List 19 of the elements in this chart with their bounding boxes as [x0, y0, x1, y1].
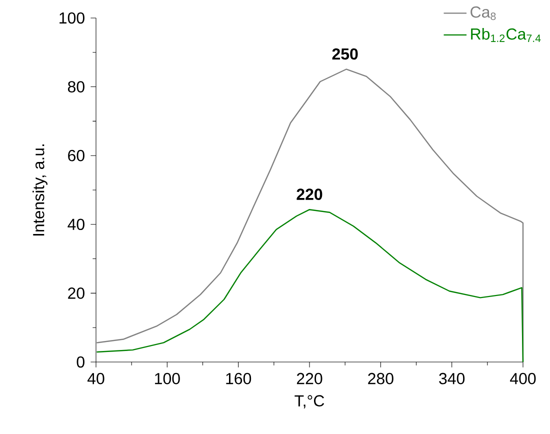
- y-tick-label: 80: [68, 81, 84, 92]
- legend-label: Rb$_{1.2}$Ca$_{7.4}$: [471, 28, 541, 42]
- x-axis-title: T,°C: [294, 395, 324, 408]
- x-tick-label: 340: [439, 372, 465, 384]
- x-tick-label: 220: [296, 372, 322, 384]
- x-tick-label: 280: [368, 372, 394, 384]
- y-tick-label: 100: [60, 12, 84, 24]
- y-tick-label: 0: [76, 356, 84, 368]
- y-tick-label: 40: [68, 218, 84, 230]
- annotation: 250: [332, 48, 358, 60]
- y-tick-label: 20: [68, 288, 84, 299]
- legend-label: Ca$_{8}$: [470, 6, 496, 20]
- y-tick-label: 60: [68, 150, 84, 162]
- x-tick-label: 400: [510, 372, 536, 384]
- annotation: 220: [296, 188, 322, 200]
- y-axis-title: Intensity, a.u.: [32, 144, 48, 236]
- x-tick-label: 40: [87, 372, 104, 384]
- x-tick-label: 160: [226, 372, 252, 384]
- x-tick-label: 100: [155, 372, 180, 384]
